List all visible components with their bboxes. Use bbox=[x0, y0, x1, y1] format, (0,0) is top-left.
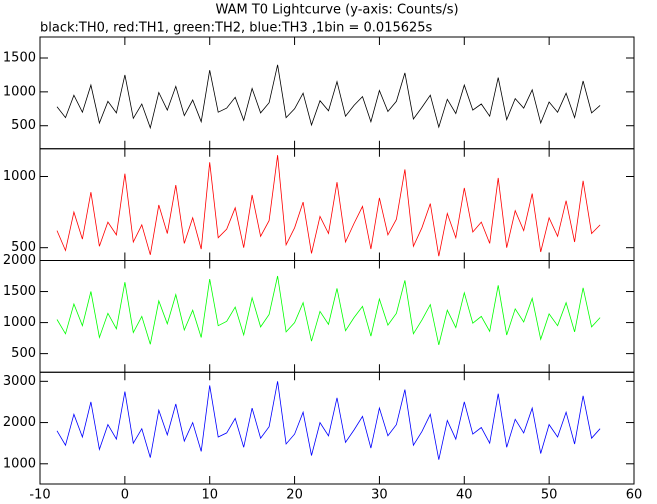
light-curve bbox=[56, 64, 601, 130]
light-curve bbox=[56, 381, 601, 460]
x-tick-label: 30 bbox=[371, 488, 388, 503]
x-tick-label: 20 bbox=[286, 488, 303, 503]
y-tick-label: 500 bbox=[11, 346, 36, 361]
y-tick-label: 1000 bbox=[3, 84, 36, 99]
x-tick-label: 40 bbox=[456, 488, 473, 503]
x-tick-label: 0 bbox=[121, 488, 129, 503]
y-tick-label: 1000 bbox=[3, 456, 36, 471]
chart-title: WAM T0 Lightcurve (y-axis: Counts/s) bbox=[215, 3, 458, 18]
x-tick-label: 60 bbox=[626, 488, 643, 503]
light-curve bbox=[56, 275, 601, 345]
y-tick-label: 2000 bbox=[3, 253, 36, 268]
x-tick-label: 50 bbox=[541, 488, 558, 503]
y-tick-label: 1000 bbox=[3, 315, 36, 330]
y-tick-label: 500 bbox=[11, 118, 36, 133]
y-tick-label: 500 bbox=[11, 240, 36, 255]
x-tick-label: -10 bbox=[29, 488, 50, 503]
chart-subtitle: black:TH0, red:TH1, green:TH2, blue:TH3 … bbox=[40, 21, 433, 36]
light-curve bbox=[56, 155, 601, 257]
y-tick-label: 1000 bbox=[3, 169, 36, 184]
y-tick-label: 1500 bbox=[3, 284, 36, 299]
y-tick-label: 3000 bbox=[3, 374, 36, 389]
panel-frame bbox=[39, 36, 635, 150]
x-tick-label: 10 bbox=[201, 488, 218, 503]
y-tick-label: 2000 bbox=[3, 415, 36, 430]
panel-frame bbox=[39, 371, 635, 485]
panel-frame bbox=[39, 260, 635, 373]
y-tick-label: 1500 bbox=[3, 50, 36, 65]
